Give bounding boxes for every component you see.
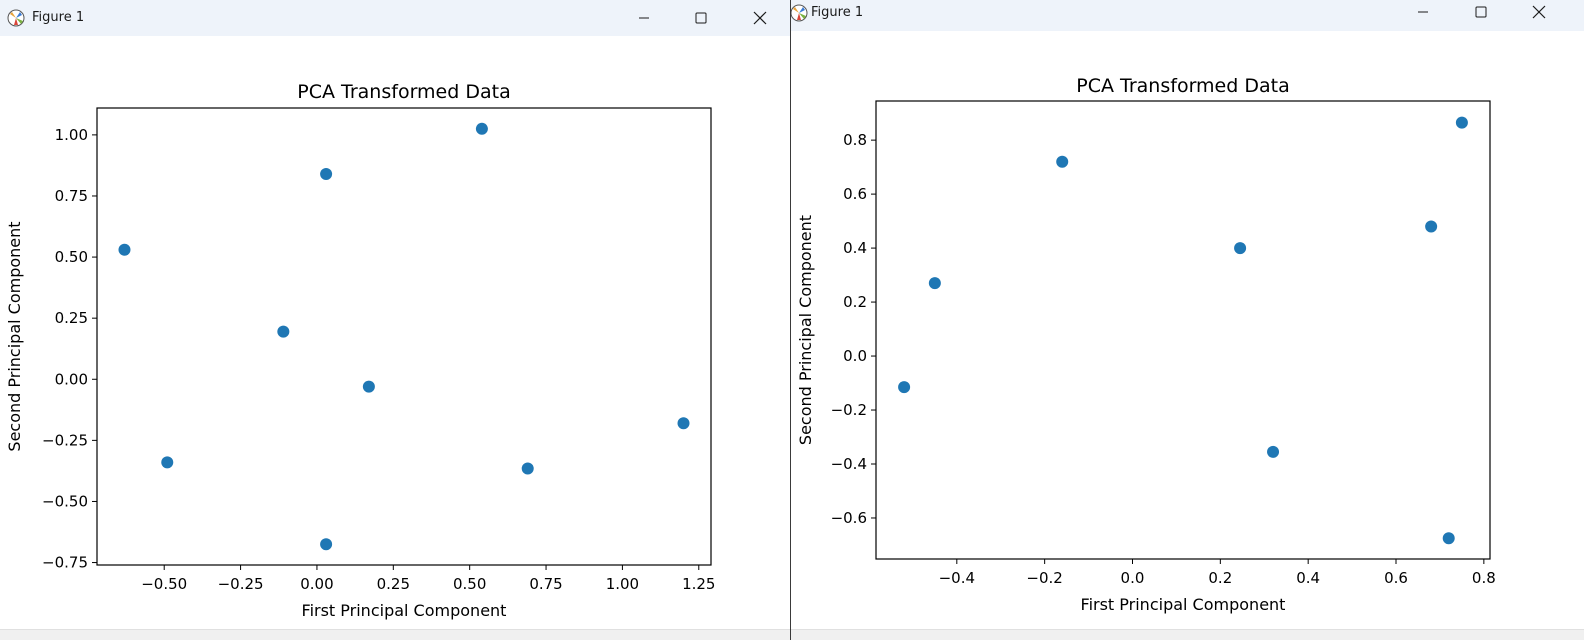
scatter-point xyxy=(1442,532,1455,545)
status-bar xyxy=(0,629,790,640)
scatter-point xyxy=(898,381,911,394)
y-tick-label: −0.2 xyxy=(831,401,867,419)
window-title: Figure 1 xyxy=(811,5,864,20)
scatter-point xyxy=(1455,116,1468,129)
scatter-point xyxy=(1056,155,1069,168)
x-tick-label: 0.75 xyxy=(529,575,562,593)
x-tick-label: 0.2 xyxy=(1208,569,1232,587)
minimize-icon xyxy=(1418,11,1428,13)
chart-title: PCA Transformed Data xyxy=(297,81,510,103)
x-tick-label: −0.2 xyxy=(1026,569,1062,587)
matplotlib-app-icon xyxy=(791,4,808,22)
maximize-icon xyxy=(695,12,707,24)
x-tick-label: 0.6 xyxy=(1384,569,1408,587)
close-button[interactable] xyxy=(1516,0,1562,27)
y-axis-label: Second Principal Component xyxy=(5,221,24,451)
figure-window-left: Figure 1 PCA Transformed Data −0.50 −0.25 0… xyxy=(0,0,790,640)
chart-title: PCA Transformed Data xyxy=(1076,75,1289,97)
maximize-button[interactable] xyxy=(1458,0,1504,27)
figure-window-right: Figure 1 PCA Transformed Data −0.4 −0.2 0.0… xyxy=(790,0,1584,640)
maximize-button[interactable] xyxy=(678,3,724,33)
x-tick-label: 0.8 xyxy=(1472,569,1496,587)
y-tick-label: 0.50 xyxy=(55,248,88,266)
x-tick-label: −0.25 xyxy=(218,575,264,593)
close-icon xyxy=(1532,5,1546,19)
y-tick-label: 0.4 xyxy=(843,239,867,257)
y-axis-label: Second Principal Component xyxy=(796,215,815,445)
minimize-button[interactable] xyxy=(621,3,667,33)
x-tick-label: 1.00 xyxy=(606,575,639,593)
minimize-icon xyxy=(639,17,649,19)
plot-canvas[interactable]: PCA Transformed Data −0.50 −0.25 0.00 0.25 0.… xyxy=(0,36,790,630)
minimize-button[interactable] xyxy=(1400,0,1446,27)
scatter-point xyxy=(320,167,333,180)
x-tick-label: 0.50 xyxy=(453,575,486,593)
y-tick-label: 0.2 xyxy=(843,293,867,311)
x-tick-label: −0.4 xyxy=(939,569,975,587)
scatter-point xyxy=(320,538,333,551)
window-title: Figure 1 xyxy=(32,10,85,25)
x-tick-label: 0.00 xyxy=(300,575,333,593)
y-tick-label: 0.00 xyxy=(55,370,88,388)
y-tick-label: −0.75 xyxy=(42,554,88,572)
x-tick-label: 1.25 xyxy=(682,575,715,593)
scatter-point xyxy=(928,277,941,290)
x-tick-label: 0.0 xyxy=(1121,569,1145,587)
x-axis-label: First Principal Component xyxy=(302,601,507,620)
y-tick-label: −0.50 xyxy=(42,492,88,510)
y-tick-label: 0.75 xyxy=(55,187,88,205)
y-tick-label: −0.25 xyxy=(42,431,88,449)
scatter-point xyxy=(277,325,290,338)
scatter-point xyxy=(677,417,690,430)
y-tick-label: −0.6 xyxy=(831,509,867,527)
scatter-chart: PCA Transformed Data −0.50 −0.25 0.00 0.25 0.… xyxy=(5,81,715,620)
y-tick-label: 0.25 xyxy=(55,309,88,327)
plot-axes-frame xyxy=(96,107,712,566)
scatter-point xyxy=(161,456,174,469)
scatter-chart: PCA Transformed Data −0.4 −0.2 0.0 0.2 0.4 0.6… xyxy=(796,75,1496,614)
title-bar[interactable]: Figure 1 xyxy=(791,0,1584,31)
close-icon xyxy=(753,11,767,25)
scatter-point xyxy=(362,380,375,393)
y-tick-label: 0.6 xyxy=(843,185,867,203)
scatter-point xyxy=(1267,445,1280,458)
scatter-point xyxy=(118,243,131,256)
x-axis-label: First Principal Component xyxy=(1081,595,1286,614)
maximize-icon xyxy=(1475,6,1487,18)
matplotlib-app-icon xyxy=(7,9,25,27)
x-tick-label: 0.25 xyxy=(377,575,410,593)
scatter-point xyxy=(521,462,534,475)
plot-canvas[interactable]: PCA Transformed Data −0.4 −0.2 0.0 0.2 0.4 0.6… xyxy=(791,31,1584,630)
title-bar[interactable]: Figure 1 xyxy=(0,0,790,36)
status-bar xyxy=(791,629,1584,640)
y-tick-label: 0.8 xyxy=(843,131,867,149)
x-tick-label: 0.4 xyxy=(1296,569,1320,587)
y-tick-label: 0.0 xyxy=(843,347,867,365)
scatter-point xyxy=(1234,242,1247,255)
y-tick-label: −0.4 xyxy=(831,455,867,473)
y-tick-label: 1.00 xyxy=(55,126,88,144)
scatter-point xyxy=(475,122,488,135)
scatter-point xyxy=(1425,220,1438,233)
close-button[interactable] xyxy=(737,3,783,33)
x-tick-label: −0.50 xyxy=(141,575,187,593)
plot-axes-frame xyxy=(875,100,1491,560)
